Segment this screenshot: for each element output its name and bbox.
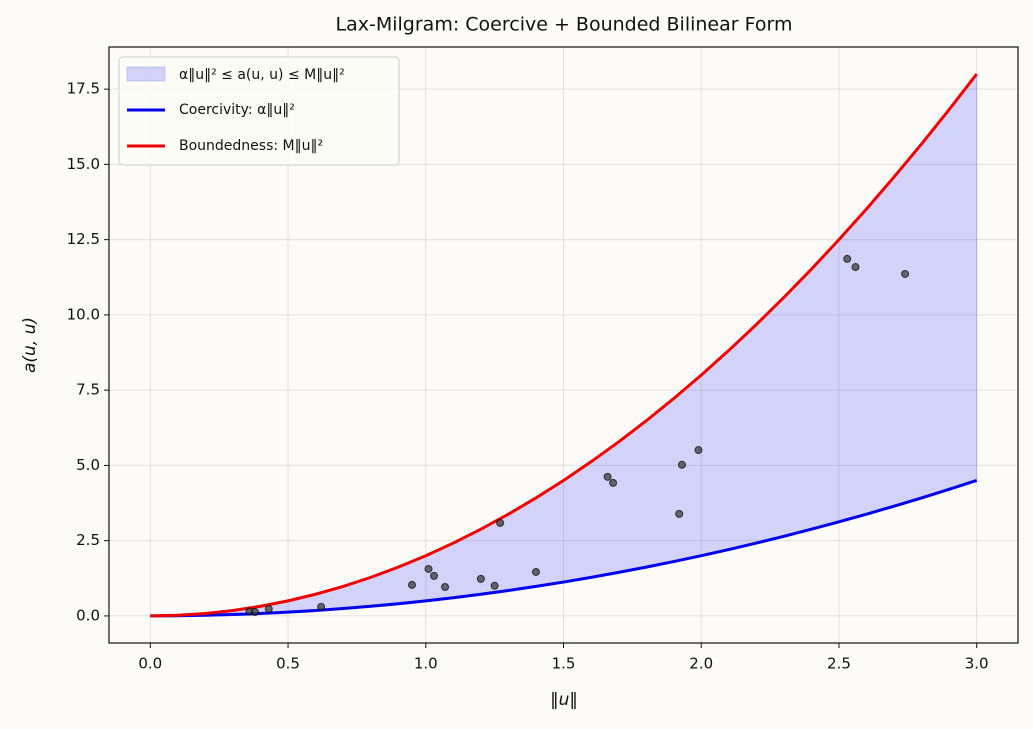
scatter-point <box>531 567 540 576</box>
scatter-point <box>264 604 273 613</box>
legend-swatch <box>126 66 166 82</box>
y-tick-label: 10.0 <box>67 305 100 323</box>
legend-box <box>118 56 400 166</box>
scatter-point <box>490 581 499 590</box>
x-tick-label: 0.0 <box>138 655 162 673</box>
legend-label: Coercivity: α‖u‖² <box>179 102 295 118</box>
legend-label: α‖u‖² ≤ a(u, u) ≤ M‖u‖² <box>179 67 345 83</box>
y-tick-label: 5.0 <box>76 456 100 474</box>
scatter-point <box>603 472 612 481</box>
line <box>150 73 978 618</box>
scatter-point <box>851 263 860 272</box>
scatter-point <box>317 602 326 611</box>
y-tick-label: 0.0 <box>76 606 100 624</box>
scatter-point <box>677 460 686 469</box>
scatter-point <box>424 564 433 573</box>
scatter-point <box>250 607 259 616</box>
plot-frame <box>108 46 1019 644</box>
x-tick-label: 0.5 <box>276 655 300 673</box>
scatter-point <box>476 574 485 583</box>
y-tick-label: 12.5 <box>67 230 100 248</box>
x-axis-label: ‖u‖ <box>550 690 578 710</box>
x-tick-label: 1.0 <box>414 655 438 673</box>
y-tick-label: 7.5 <box>76 381 100 399</box>
x-tick-label: 2.0 <box>689 655 713 673</box>
line <box>150 479 978 618</box>
x-tick-label: 1.5 <box>552 655 576 673</box>
scatter-point <box>408 580 416 589</box>
scatter-point <box>901 269 910 278</box>
y-tick-label: 15.0 <box>67 155 100 173</box>
scatter-point <box>609 478 618 487</box>
scatter-point <box>441 583 450 592</box>
scatter-point <box>843 254 852 263</box>
y-axis-label: a(u, u) <box>20 317 40 373</box>
x-tick-label: 2.5 <box>827 655 851 673</box>
scatter-point <box>430 571 439 580</box>
scatter-point <box>496 518 505 527</box>
y-tick-label: 17.5 <box>67 80 100 98</box>
x-tick-label: 3.0 <box>965 655 989 673</box>
legend-label: Boundedness: M‖u‖² <box>179 138 323 154</box>
y-tick-label: 2.5 <box>76 531 100 549</box>
scatter-point <box>675 509 684 518</box>
chart-title: Lax-Milgram: Coercive + Bounded Bilinear… <box>336 14 793 36</box>
scatter-point <box>694 446 703 455</box>
